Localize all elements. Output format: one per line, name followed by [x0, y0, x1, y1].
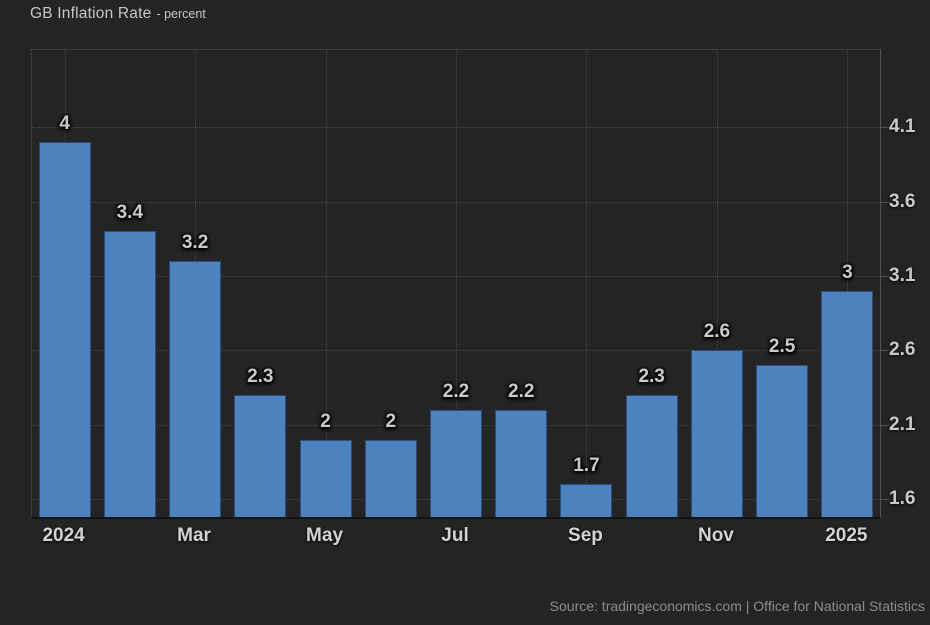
x-axis-tick-label: 2025 — [825, 525, 868, 546]
bar-value-label: 1.7 — [573, 455, 600, 477]
bar-value-label: 3.4 — [116, 202, 144, 224]
bar-may-2024[interactable] — [299, 439, 352, 517]
x-axis: 2024 Mar May Jul Sep Nov 2025 — [31, 523, 881, 551]
y-axis-tick-label: 3.6 — [889, 190, 916, 212]
horizontal-gridline — [32, 201, 880, 203]
bar-sep-2024[interactable] — [560, 484, 613, 517]
y-axis-tick-mark — [881, 201, 889, 203]
bar-value-label: 2.5 — [768, 336, 796, 358]
y-axis-tick-label: 2.6 — [889, 339, 916, 361]
x-axis-tick-label: May — [306, 525, 344, 546]
bar-value-label: 2.2 — [442, 380, 470, 402]
chart-title: GB Inflation Rate — [30, 5, 152, 22]
vertical-gridline — [325, 50, 327, 517]
bar-apr-2024[interactable] — [234, 395, 287, 517]
vertical-gridline — [716, 50, 718, 517]
x-axis-tick-label: Jul — [441, 525, 469, 546]
bar-value-label: 4 — [59, 113, 70, 135]
x-axis-tick-label: Nov — [697, 525, 734, 546]
y-axis-tick-mark — [881, 127, 889, 129]
bar-value-label: 2.2 — [508, 380, 535, 402]
bar-value-label: 2.3 — [247, 366, 274, 388]
vertical-gridline — [456, 50, 457, 517]
y-axis-tick-mark — [881, 350, 889, 352]
bar-jan-2024[interactable] — [38, 142, 91, 517]
horizontal-gridline — [32, 276, 880, 278]
bar-value-label: 2 — [385, 410, 397, 432]
horizontal-gridline — [32, 127, 880, 129]
bar-aug-2024[interactable] — [495, 409, 548, 517]
chart-header: GB Inflation Rate - percent — [30, 5, 206, 23]
bar-value-label: 2.6 — [703, 321, 731, 343]
y-axis-tick-mark — [881, 424, 889, 426]
x-axis-tick-label: Mar — [177, 525, 211, 546]
bar-value-label: 2 — [320, 410, 331, 432]
bar-jun-2024[interactable] — [364, 439, 417, 517]
bar-value-label: 3.2 — [181, 232, 209, 254]
bar-mar-2024[interactable] — [169, 261, 222, 517]
plot-area: 4 3.4 3.2 2.3 2 2 2.2 2.2 1.7 2.3 2.6 2.5 3 — [31, 49, 881, 519]
bar-dec-2024[interactable] — [756, 365, 809, 517]
x-axis-tick-label: 2024 — [42, 525, 85, 546]
vertical-gridline — [847, 50, 849, 517]
bar-value-label: 3 — [842, 261, 853, 283]
bar-value-label: 2.3 — [638, 366, 665, 388]
y-axis-tick-mark — [881, 499, 889, 501]
horizontal-gridline — [32, 350, 880, 352]
y-axis-tick-label: 3.1 — [889, 265, 916, 287]
bar-jan-2025[interactable] — [821, 290, 874, 517]
y-axis-tick-label: 2.1 — [889, 413, 916, 435]
y-axis-tick-label: 4.1 — [889, 116, 916, 138]
bar-jul-2024[interactable] — [430, 409, 482, 517]
y-axis-tick-label: 1.6 — [889, 488, 916, 510]
bar-feb-2024[interactable] — [103, 231, 156, 517]
y-axis-tick-mark — [881, 276, 889, 278]
bar-oct-2024[interactable] — [625, 395, 678, 517]
vertical-gridline — [586, 50, 588, 517]
x-axis-tick-label: Sep — [568, 525, 603, 546]
source-attribution: Source: tradingeconomics.com | Office fo… — [549, 598, 925, 614]
bar-nov-2024[interactable] — [690, 350, 743, 517]
chart-subtitle: - percent — [156, 7, 206, 21]
